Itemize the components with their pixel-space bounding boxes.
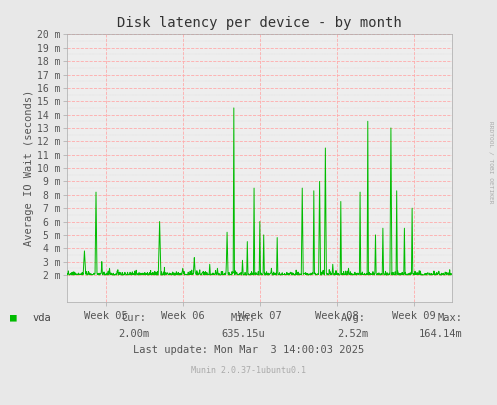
Y-axis label: Average IO Wait (seconds): Average IO Wait (seconds) (24, 90, 34, 246)
Text: 164.14m: 164.14m (418, 329, 462, 339)
Text: 2.52m: 2.52m (337, 329, 368, 339)
Text: Munin 2.0.37-1ubuntu0.1: Munin 2.0.37-1ubuntu0.1 (191, 366, 306, 375)
Text: Min:: Min: (231, 313, 256, 323)
Text: Last update: Mon Mar  3 14:00:03 2025: Last update: Mon Mar 3 14:00:03 2025 (133, 345, 364, 355)
Text: RRDTOOL / TOBI OETIKER: RRDTOOL / TOBI OETIKER (489, 121, 494, 203)
Text: ■: ■ (10, 313, 17, 323)
Text: 635.15u: 635.15u (222, 329, 265, 339)
Text: Avg:: Avg: (340, 313, 365, 323)
Title: Disk latency per device - by month: Disk latency per device - by month (117, 17, 402, 30)
Text: 2.00m: 2.00m (119, 329, 150, 339)
Text: Max:: Max: (437, 313, 462, 323)
Text: Cur:: Cur: (122, 313, 147, 323)
Text: vda: vda (32, 313, 51, 323)
